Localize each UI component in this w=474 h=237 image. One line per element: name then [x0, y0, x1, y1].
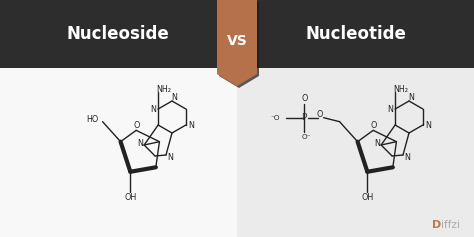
Text: N: N	[188, 120, 194, 129]
Text: VS: VS	[227, 34, 247, 48]
Text: ⁻O: ⁻O	[271, 115, 280, 121]
Text: O: O	[371, 121, 377, 130]
Text: P: P	[301, 113, 306, 122]
Text: O: O	[316, 110, 323, 119]
Text: N: N	[167, 154, 173, 163]
Text: N: N	[387, 105, 393, 114]
Text: O: O	[134, 121, 140, 130]
Text: Nucleotide: Nucleotide	[306, 25, 406, 43]
Text: O: O	[301, 94, 308, 103]
Text: NH₂: NH₂	[156, 85, 172, 94]
Text: OH: OH	[124, 193, 137, 202]
Polygon shape	[219, 2, 259, 88]
Text: D: D	[432, 220, 441, 230]
Text: Nucleoside: Nucleoside	[67, 25, 169, 43]
Polygon shape	[217, 0, 257, 86]
Text: N: N	[404, 154, 410, 163]
Text: N: N	[150, 105, 156, 114]
Text: N: N	[374, 138, 380, 147]
Text: N: N	[171, 92, 177, 101]
Bar	[0, 0, 474, 68]
Bar	[0, 68, 237, 237]
Text: N: N	[137, 138, 143, 147]
Text: N: N	[425, 120, 431, 129]
Text: N: N	[408, 92, 414, 101]
Bar	[237, 68, 474, 237]
Text: NH₂: NH₂	[393, 85, 409, 94]
Text: HO: HO	[86, 115, 99, 124]
Text: OH: OH	[361, 193, 374, 202]
Text: iffzi: iffzi	[441, 220, 460, 230]
Text: O⁻: O⁻	[302, 134, 311, 140]
